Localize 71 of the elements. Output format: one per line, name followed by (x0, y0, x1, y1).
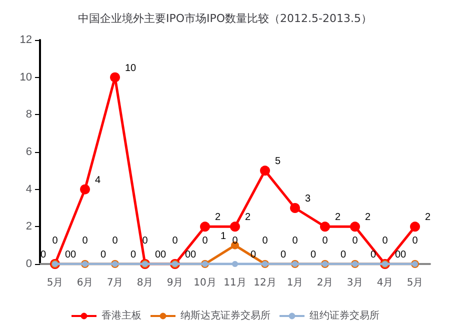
data-label: 0 (142, 236, 148, 246)
data-label: 0 (292, 236, 298, 246)
data-label: 0 (65, 250, 71, 260)
point (350, 222, 360, 232)
y-tick-label: 10 (20, 71, 32, 84)
y-tick-label: 2 (26, 220, 32, 233)
legend-label: 纽约证券交易所 (310, 310, 380, 322)
data-label: 4 (95, 174, 101, 186)
data-label: 2 (365, 212, 371, 224)
data-label: 0 (370, 250, 376, 260)
point (200, 222, 210, 232)
x-tick-label: 1月 (286, 278, 304, 288)
data-label: 2 (215, 212, 221, 224)
x-tick-label: 7月 (106, 278, 124, 288)
data-label: 10 (125, 62, 137, 74)
x-tick-label: 11月 (224, 278, 246, 288)
x-tick-label: 3月 (346, 278, 364, 288)
data-label: 0 (130, 250, 136, 260)
legend-label: 纳斯达克证券交易所 (180, 310, 270, 322)
data-label: 0 (262, 236, 268, 246)
x-tick-label: 4月 (376, 278, 394, 288)
data-label: 0 (202, 236, 208, 246)
data-label: 3 (305, 194, 311, 204)
point (290, 203, 300, 213)
data-label: 0 (40, 250, 46, 260)
data-label: 0 (82, 236, 88, 246)
data-label: 0 (52, 236, 58, 246)
point (320, 222, 330, 232)
data-label: 0 (280, 250, 286, 260)
point (232, 261, 238, 267)
y-tick-label: 4 (26, 183, 32, 196)
data-label: 2 (245, 212, 251, 224)
y-tick-label: 12 (20, 34, 32, 46)
point (410, 222, 420, 232)
data-label: 0 (155, 250, 161, 260)
legend-label: 香港主板 (102, 310, 142, 322)
x-tick-label: 12月 (254, 278, 276, 288)
data-label: 0 (400, 250, 406, 260)
point (110, 72, 120, 82)
y-tick-label: 6 (26, 146, 32, 158)
x-tick-label: 6月 (76, 278, 94, 288)
x-tick-label: 8月 (136, 278, 154, 288)
x-tick-label: 5月 (406, 278, 424, 288)
data-label: 0 (352, 236, 358, 246)
point (80, 184, 90, 194)
point (260, 166, 270, 176)
data-label: 0 (100, 250, 106, 260)
data-label: 0 (395, 250, 401, 260)
data-label: 0 (322, 236, 328, 246)
data-label: 0 (112, 236, 118, 246)
data-label: 0 (172, 236, 178, 246)
data-label: 0 (185, 250, 191, 260)
x-tick-label: 5月 (46, 278, 64, 288)
x-tick-label: 9月 (166, 278, 184, 288)
point (230, 222, 240, 232)
y-tick-label: 0 (26, 258, 32, 270)
data-label: 0 (190, 250, 196, 260)
data-label: 0 (340, 250, 346, 260)
data-label: 0 (382, 236, 388, 246)
data-label: 5 (275, 156, 281, 168)
data-label: 0 (160, 250, 166, 260)
data-label: 0 (310, 250, 316, 260)
data-label: 0 (412, 236, 418, 246)
chart-title: 中国企业境外主要IPO市场IPO数量比较（2012.5-2013.5） (78, 12, 372, 25)
x-tick-label: 2月 (316, 278, 334, 288)
data-label: 2 (425, 212, 431, 224)
data-label: 2 (335, 212, 341, 224)
x-tick-label: 10月 (194, 278, 216, 288)
data-label: 1 (220, 230, 226, 242)
y-tick-label: 8 (26, 108, 32, 121)
data-label: 0 (70, 250, 76, 260)
